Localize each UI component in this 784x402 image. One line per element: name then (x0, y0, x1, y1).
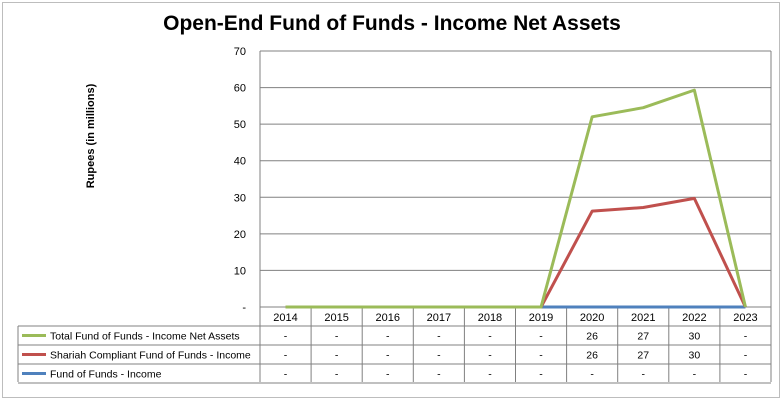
data-label: - (386, 369, 390, 381)
data-label: - (590, 369, 594, 381)
series-line (285, 196, 747, 309)
x-tick-label: 2019 (529, 312, 553, 324)
x-tick-label: 2015 (324, 312, 348, 324)
data-label: - (284, 350, 288, 362)
x-tick-label: 2021 (631, 312, 655, 324)
data-label: - (539, 350, 543, 362)
legend-label: Total Fund of Funds - Income Net Assets (50, 331, 240, 343)
data-label: - (488, 350, 492, 362)
data-label: 27 (637, 331, 649, 343)
y-tick-label: 20 (234, 229, 246, 241)
data-label: - (693, 369, 697, 381)
data-label: - (335, 331, 339, 343)
data-label: - (744, 331, 748, 343)
x-tick-label: 2023 (733, 312, 757, 324)
y-tick-label: 30 (234, 192, 246, 204)
data-label: - (539, 369, 543, 381)
data-label: - (744, 350, 748, 362)
data-label: - (488, 331, 492, 343)
data-label: - (437, 350, 441, 362)
x-tick-label: 2017 (427, 312, 451, 324)
data-label: 26 (586, 331, 598, 343)
series-line (285, 88, 747, 309)
x-tick-label: 2016 (376, 312, 400, 324)
data-label: - (437, 369, 441, 381)
data-label: - (284, 369, 288, 381)
data-label: - (386, 350, 390, 362)
data-label: - (386, 331, 390, 343)
y-tick-label: 40 (234, 156, 246, 168)
data-label: 30 (689, 331, 701, 343)
data-label: - (744, 369, 748, 381)
x-tick-label: 2018 (478, 312, 502, 324)
y-tick-label: 50 (234, 119, 246, 131)
chart-frame (2, 2, 780, 398)
data-label: - (488, 369, 492, 381)
y-tick-label: 70 (234, 46, 246, 58)
y-tick-label: 60 (234, 83, 246, 95)
chart-title: Open-End Fund of Funds - Income Net Asse… (163, 12, 621, 35)
data-label: - (335, 350, 339, 362)
data-label: - (642, 369, 646, 381)
data-label: - (335, 369, 339, 381)
y-tick-label: - (242, 302, 246, 314)
y-tick-label: 10 (234, 265, 246, 277)
data-label: - (539, 331, 543, 343)
legend-label: Fund of Funds - Income (50, 369, 162, 381)
x-tick-label: 2020 (580, 312, 604, 324)
data-label: - (437, 331, 441, 343)
data-label: 27 (637, 350, 649, 362)
data-label: - (284, 331, 288, 343)
data-label: 30 (689, 350, 701, 362)
legend-label: Shariah Compliant Fund of Funds - Income (50, 350, 251, 362)
x-tick-label: 2022 (682, 312, 706, 324)
data-label: 26 (586, 350, 598, 362)
x-tick-label: 2014 (273, 312, 297, 324)
